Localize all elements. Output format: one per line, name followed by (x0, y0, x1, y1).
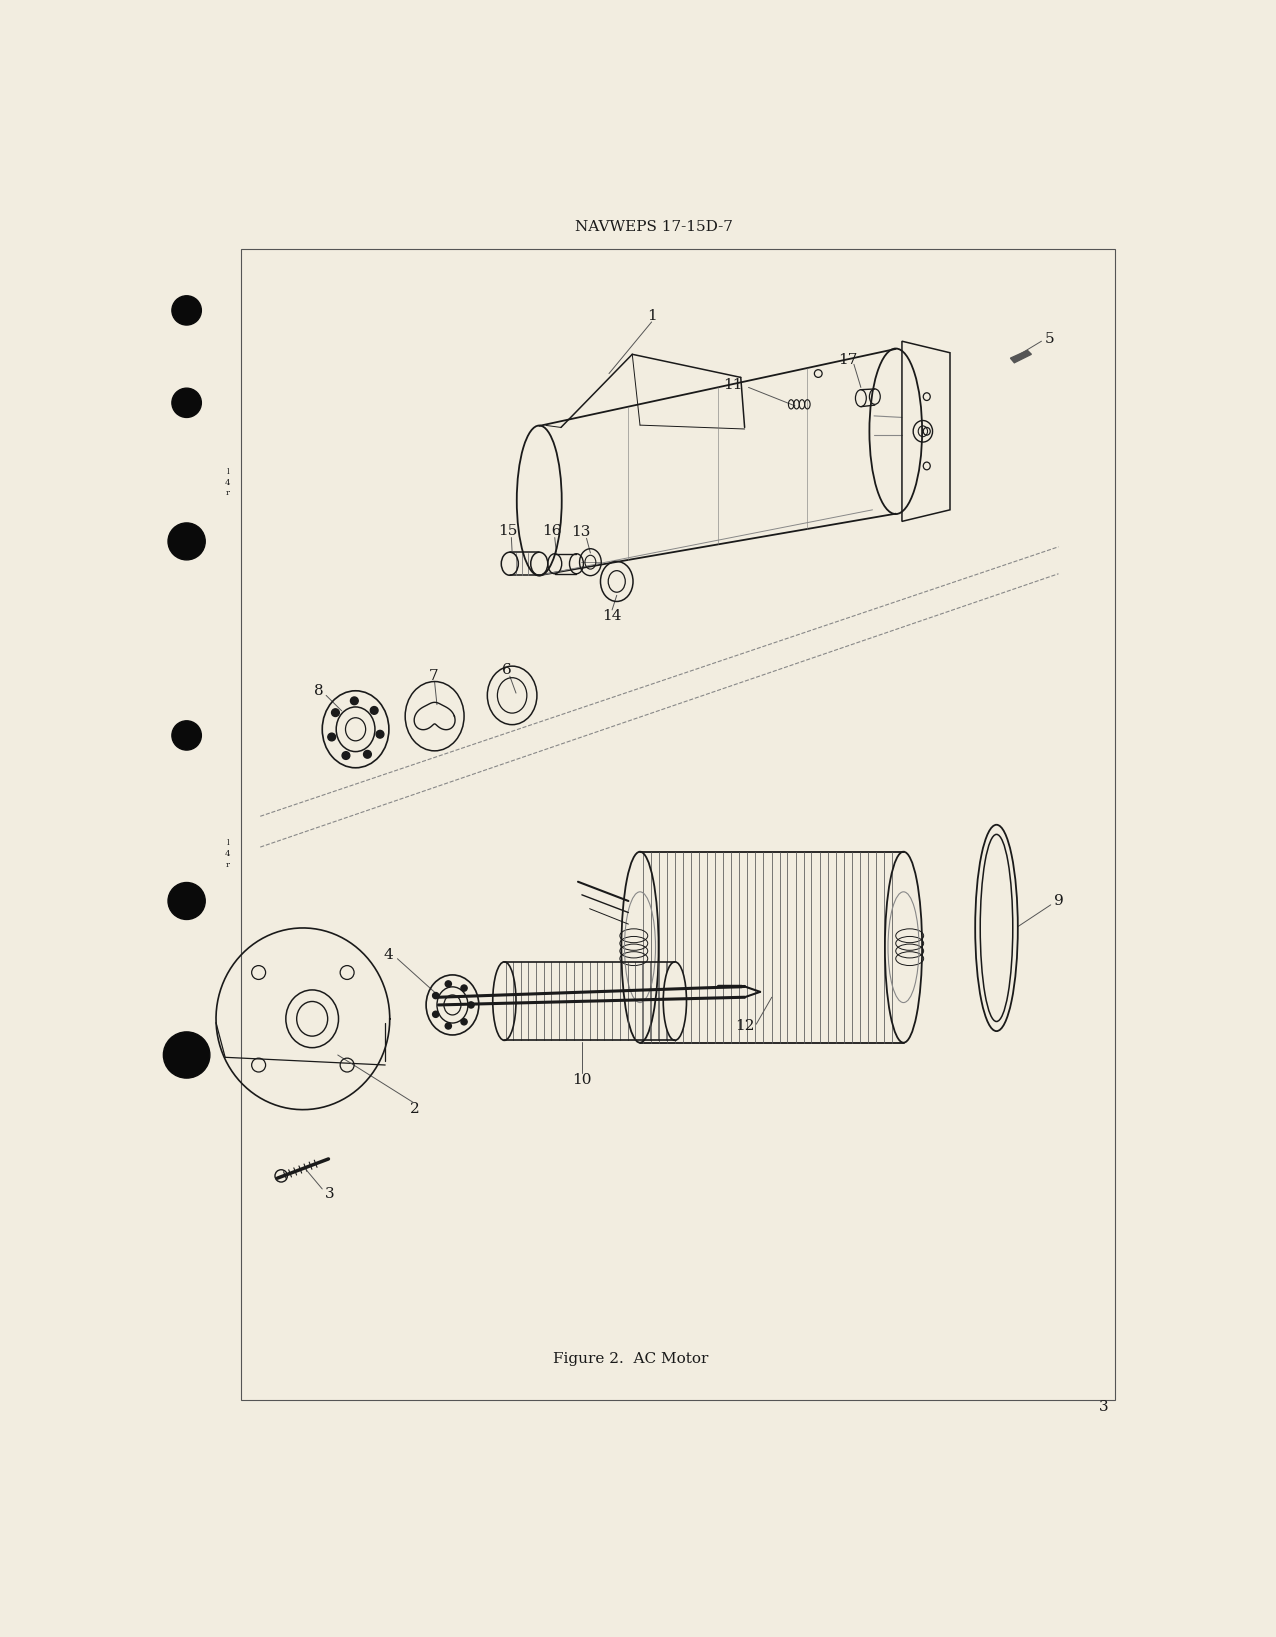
Text: 6: 6 (501, 663, 512, 678)
Circle shape (351, 697, 359, 704)
Circle shape (433, 992, 439, 999)
Circle shape (172, 388, 202, 417)
Circle shape (445, 981, 452, 987)
Circle shape (172, 720, 202, 750)
Circle shape (332, 709, 339, 717)
Circle shape (364, 750, 371, 758)
Circle shape (376, 730, 384, 738)
Text: 16: 16 (542, 524, 561, 539)
Text: 1: 1 (647, 309, 656, 322)
Circle shape (445, 1023, 452, 1030)
Text: 9: 9 (1054, 894, 1063, 909)
Text: 14: 14 (602, 609, 621, 624)
Circle shape (168, 882, 205, 920)
Bar (241, 249, 1115, 1400)
Circle shape (461, 1018, 467, 1025)
Circle shape (172, 296, 202, 326)
Circle shape (342, 751, 350, 760)
Text: 4: 4 (383, 948, 393, 963)
Polygon shape (1011, 350, 1031, 363)
Text: 4: 4 (225, 480, 231, 486)
Text: 15: 15 (499, 524, 518, 539)
Text: r: r (226, 861, 230, 869)
Text: l: l (226, 840, 230, 848)
Text: 4: 4 (225, 850, 231, 858)
Circle shape (461, 985, 467, 990)
Text: 7: 7 (429, 670, 438, 683)
Text: 5: 5 (1044, 332, 1054, 345)
Text: 13: 13 (572, 525, 591, 539)
Ellipse shape (980, 835, 1013, 1021)
Text: Figure 2.  AC Motor: Figure 2. AC Motor (554, 1352, 708, 1367)
Text: 2: 2 (411, 1102, 420, 1116)
Text: 10: 10 (572, 1074, 592, 1087)
Text: NAVWEPS 17-15D-7: NAVWEPS 17-15D-7 (575, 221, 732, 234)
Text: 12: 12 (735, 1020, 754, 1033)
Circle shape (370, 707, 378, 714)
Text: r: r (226, 489, 230, 498)
Circle shape (163, 1031, 209, 1079)
Text: 11: 11 (723, 378, 743, 393)
Circle shape (468, 1002, 475, 1008)
Ellipse shape (664, 963, 686, 1041)
Text: 17: 17 (838, 352, 857, 367)
Circle shape (168, 522, 205, 560)
Text: 8: 8 (314, 684, 323, 697)
Circle shape (328, 733, 336, 742)
Text: 3: 3 (1099, 1400, 1109, 1414)
Circle shape (433, 1012, 439, 1017)
Text: 3: 3 (325, 1187, 334, 1200)
Text: l: l (226, 468, 230, 476)
